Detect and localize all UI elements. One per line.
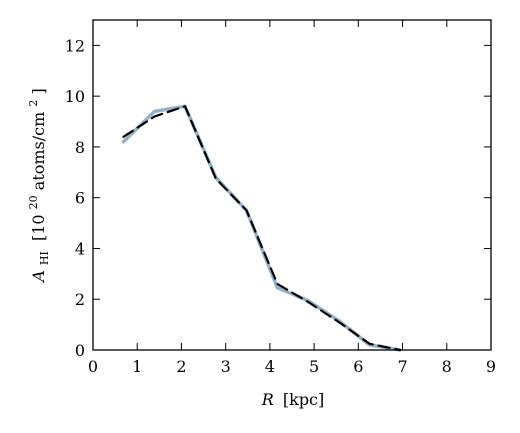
y-axis-label: A HI [10 20 atoms/cm 2 ] (22, 88, 52, 283)
y-tick-label: 2 (75, 290, 85, 309)
x-axis-label: R [kpc] (261, 390, 325, 409)
y-axis-sup: 20 (27, 195, 40, 209)
y-tick-label: 4 (75, 239, 85, 258)
x-tick-label: 8 (442, 357, 452, 376)
y-tick-label: 8 (75, 138, 85, 157)
x-tick-label: 4 (265, 357, 275, 376)
x-tick-label: 7 (397, 357, 407, 376)
series-line-solid (121, 104, 402, 352)
series-layer (121, 104, 402, 352)
x-tick-label: 2 (176, 357, 186, 376)
y-axis-sub: HI (38, 251, 51, 265)
y-axis-var: A (29, 270, 48, 284)
x-tick-label: 1 (132, 357, 142, 376)
y-axis-post: ] (29, 88, 48, 94)
x-tick-label: 6 (353, 357, 363, 376)
x-axis-unit: [kpc] (283, 390, 324, 409)
y-tick-label: 6 (75, 189, 85, 208)
ticks-layer (92, 20, 492, 351)
x-axis-var: R (261, 390, 274, 409)
x-tick-label: 0 (88, 357, 98, 376)
plot-frame (92, 19, 492, 351)
y-axis-pre: [10 (29, 214, 48, 241)
y-axis-sup2: 2 (27, 100, 40, 107)
y-axis-mid: atoms/cm (29, 112, 48, 191)
x-tick-label: 3 (221, 357, 231, 376)
y-tick-label: 0 (75, 341, 85, 360)
series-line-dashed (122, 105, 401, 352)
x-tick-label: 5 (309, 357, 319, 376)
y-tick-label: 12 (65, 36, 85, 55)
x-tick-label: 9 (486, 357, 496, 376)
y-tick-label: 10 (65, 87, 85, 106)
